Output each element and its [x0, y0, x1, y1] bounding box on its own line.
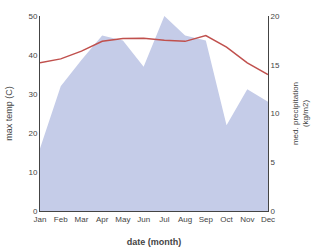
svg-text:Mar: Mar	[75, 215, 89, 224]
svg-text:Jan: Jan	[34, 215, 47, 224]
svg-text:Jun: Jun	[137, 215, 150, 224]
svg-text:0: 0	[33, 207, 38, 216]
svg-text:20: 20	[28, 129, 37, 138]
svg-text:Feb: Feb	[54, 215, 68, 224]
svg-text:20: 20	[271, 12, 280, 21]
svg-text:50: 50	[28, 12, 37, 21]
svg-text:date (month): date (month)	[127, 237, 182, 247]
svg-text:Dec: Dec	[261, 215, 275, 224]
svg-text:May: May	[115, 215, 130, 224]
svg-text:15: 15	[271, 61, 280, 70]
svg-text:Nov: Nov	[240, 215, 254, 224]
svg-text:30: 30	[28, 90, 37, 99]
svg-text:med. precipitation(kg/m2): med. precipitation(kg/m2)	[291, 82, 310, 145]
svg-text:Jul: Jul	[159, 215, 169, 224]
svg-text:10: 10	[271, 109, 280, 118]
svg-text:Aug: Aug	[178, 215, 192, 224]
svg-text:Apr: Apr	[96, 215, 109, 224]
svg-text:Oct: Oct	[220, 215, 233, 224]
svg-text:40: 40	[28, 51, 37, 60]
svg-text:Sep: Sep	[199, 215, 214, 224]
svg-text:max temp (C): max temp (C)	[4, 86, 14, 141]
svg-text:0: 0	[271, 207, 276, 216]
svg-text:10: 10	[28, 168, 37, 177]
svg-text:5: 5	[271, 158, 276, 167]
